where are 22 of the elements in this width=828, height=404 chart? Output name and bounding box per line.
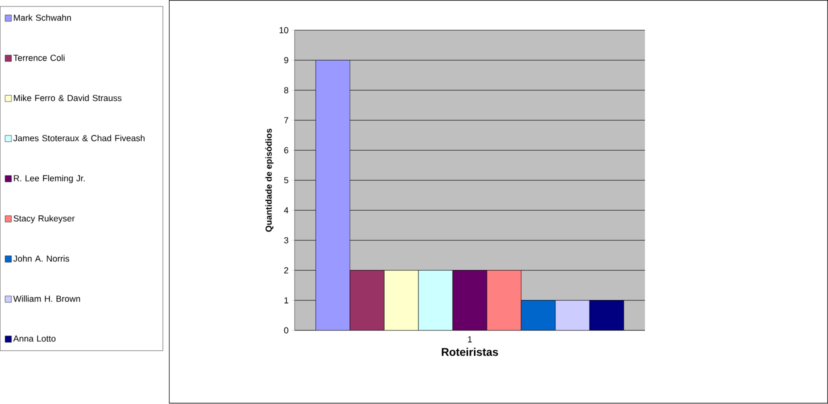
y-tick-label: 9	[284, 57, 288, 64]
legend-label: John A. Norris	[13, 256, 70, 262]
y-tick-label: 10	[280, 27, 288, 34]
y-axis-title: Quantidade de episódios	[265, 128, 274, 232]
y-tick-label: 3	[284, 237, 288, 244]
x-axis-title: Roteiristas	[442, 348, 498, 356]
y-tick-label: 5	[284, 177, 288, 184]
y-tick-label: 7	[284, 117, 288, 124]
legend-label: Mike Ferro & David Strauss	[14, 94, 122, 102]
legend-label: Terrence Coli	[13, 54, 65, 62]
y-tick-label: 1	[284, 298, 288, 304]
y-tick-label: 2	[284, 268, 288, 274]
legend-label: Mark Schwahn	[14, 14, 71, 22]
y-tick-label: 4	[284, 208, 288, 214]
legend-label: Stacy Rukeyser	[14, 215, 75, 224]
legend-label: R. Lee Fleming Jr.	[14, 175, 85, 184]
y-tick-label: 8	[284, 87, 288, 94]
legend-label: William H. Brown	[13, 296, 80, 302]
legend-label: James Stoteraux & Chad Fiveash	[13, 135, 145, 142]
legend-label: Anna Lotto	[13, 336, 56, 342]
y-tick-label: 6	[284, 147, 288, 154]
y-tick-label: 0	[284, 328, 288, 334]
